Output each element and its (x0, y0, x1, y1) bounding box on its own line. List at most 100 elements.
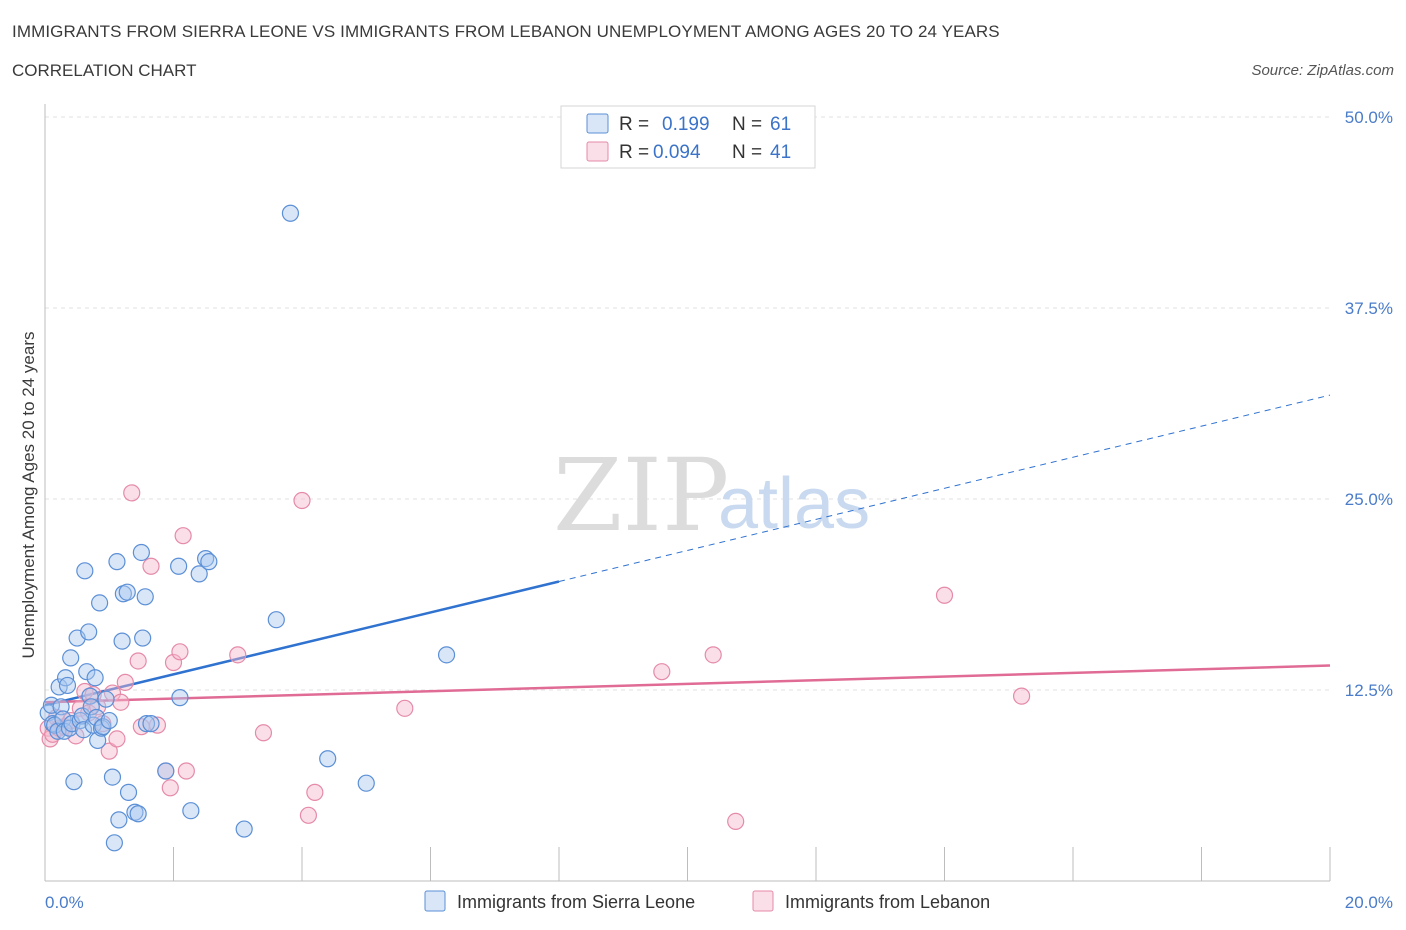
sierra-leone-point (132, 543, 150, 562)
lebanon-point (1012, 687, 1031, 705)
sierra-leone-point (91, 594, 109, 612)
sierra-leone-point (113, 632, 131, 650)
sierra-leone-point (136, 588, 154, 606)
legend-n-label: N = (732, 142, 762, 163)
legend-box (560, 105, 816, 169)
lebanon-point (112, 693, 130, 711)
sierra-leone-point (190, 565, 208, 583)
sierra-leone-trend-projection (558, 394, 1331, 582)
sierra-leone-point (103, 768, 122, 786)
lebanon-point (396, 699, 414, 717)
sierra-leone-point (87, 708, 106, 727)
chart-title: IMMIGRANTS FROM SIERRA LEONE VS IMMIGRAN… (12, 22, 1000, 41)
series-legend-swatch-lebanon (752, 890, 774, 912)
watermark-zip: ZIP (553, 437, 729, 554)
gridlines (45, 116, 1330, 691)
y-tick-label: 25.0% (1345, 490, 1393, 509)
lebanon-point (100, 742, 118, 760)
sierra-leone-point (100, 711, 118, 730)
sierra-leone-point (108, 553, 126, 571)
sierra-leone-points (39, 204, 456, 852)
source-label: Source: ZipAtlas.com (1251, 62, 1394, 79)
x-tick-labels: 0.0% 20.0% (45, 893, 1393, 912)
legend-n-label: N = (732, 114, 762, 135)
lebanon-point (704, 646, 722, 664)
series-legend-label-lebanon: Immigrants from Lebanon (785, 892, 990, 912)
legend-r-label: R = (619, 142, 649, 163)
sierra-leone-point (80, 623, 98, 641)
watermark-atlas: atlas (718, 464, 870, 544)
sierra-leone-point (200, 553, 218, 571)
legend-r-value-lebanon: 0.094 (653, 142, 701, 163)
sierra-leone-point (357, 774, 375, 792)
sierra-leone-point (134, 629, 152, 647)
axes (44, 104, 1331, 882)
legend-n-value-lebanon: 41 (770, 142, 791, 163)
correlation-legend: R = 0.199 N = 61 R = 0.094 N = 41 (560, 105, 816, 169)
sierra-leone-point (94, 718, 112, 736)
lebanon-point (254, 724, 273, 742)
lebanon-point (727, 812, 745, 831)
y-tick-labels: 12.5% 25.0% 37.5% 50.0% (1345, 108, 1393, 700)
legend-r-value-sierra-leone: 0.199 (662, 114, 710, 135)
lebanon-point (229, 646, 247, 664)
lebanon-point (164, 653, 183, 672)
x-tick-label: 0.0% (45, 893, 84, 912)
series-legend-swatch-sierra-leone (424, 890, 446, 912)
sierra-leone-point (142, 715, 160, 733)
sierra-leone-point (76, 562, 94, 580)
sierra-leone-point (170, 557, 188, 575)
sierra-leone-point (74, 721, 93, 739)
sierra-leone-point (58, 676, 77, 695)
sierra-leone-point (157, 762, 175, 780)
lebanon-point (299, 806, 318, 824)
sierra-leone-point (65, 773, 83, 791)
x-tick-label: 20.0% (1345, 893, 1393, 912)
sierra-leone-point (119, 783, 138, 801)
series-legend-label-sierra-leone: Immigrants from Sierra Leone (457, 892, 695, 912)
lebanon-point (174, 527, 192, 545)
y-tick-label: 37.5% (1345, 299, 1393, 318)
sierra-leone-point (437, 646, 456, 664)
sierra-leone-point (182, 802, 200, 820)
watermark: ZIP atlas (553, 437, 870, 554)
lebanon-points (39, 484, 1031, 831)
sierra-leone-point (137, 715, 156, 733)
lebanon-point (123, 484, 141, 502)
sierra-leone-point (129, 805, 147, 823)
legend-swatch-lebanon (586, 141, 609, 162)
sierra-leone-point (110, 811, 128, 829)
sierra-leone-point (105, 834, 123, 852)
sierra-leone-point (82, 698, 100, 716)
lebanon-point (293, 491, 311, 510)
series-legend: Immigrants from Sierra Leone Immigrants … (424, 890, 990, 912)
lebanon-point (161, 779, 179, 797)
lebanon-point (171, 643, 189, 661)
sierra-leone-point (319, 750, 337, 768)
lebanon-point (177, 762, 195, 780)
sierra-leone-point (235, 820, 253, 838)
y-tick-label: 12.5% (1345, 681, 1393, 700)
sierra-leone-point (267, 611, 285, 629)
legend-r-label: R = (619, 114, 649, 135)
trend-lines (44, 394, 1331, 707)
sierra-leone-trend-line (44, 580, 560, 707)
sierra-leone-point (118, 583, 136, 601)
sierra-leone-point (197, 549, 215, 568)
lebanon-point (306, 783, 324, 801)
lebanon-point (935, 586, 954, 604)
lebanon-point (653, 663, 671, 681)
lebanon-point (129, 652, 147, 670)
legend-n-value-sierra-leone: 61 (770, 114, 791, 135)
sierra-leone-point (86, 669, 104, 687)
y-axis-label: Unemployment Among Ages 20 to 24 years (19, 332, 38, 659)
sierra-leone-point (281, 204, 300, 222)
legend-swatch-sierra-leone (586, 113, 609, 134)
lebanon-point (116, 673, 134, 691)
chart-subtitle: CORRELATION CHART (12, 61, 197, 80)
y-tick-label: 50.0% (1345, 108, 1393, 127)
sierra-leone-point (62, 649, 80, 667)
sierra-leone-point (171, 689, 189, 707)
lebanon-point (108, 730, 126, 748)
